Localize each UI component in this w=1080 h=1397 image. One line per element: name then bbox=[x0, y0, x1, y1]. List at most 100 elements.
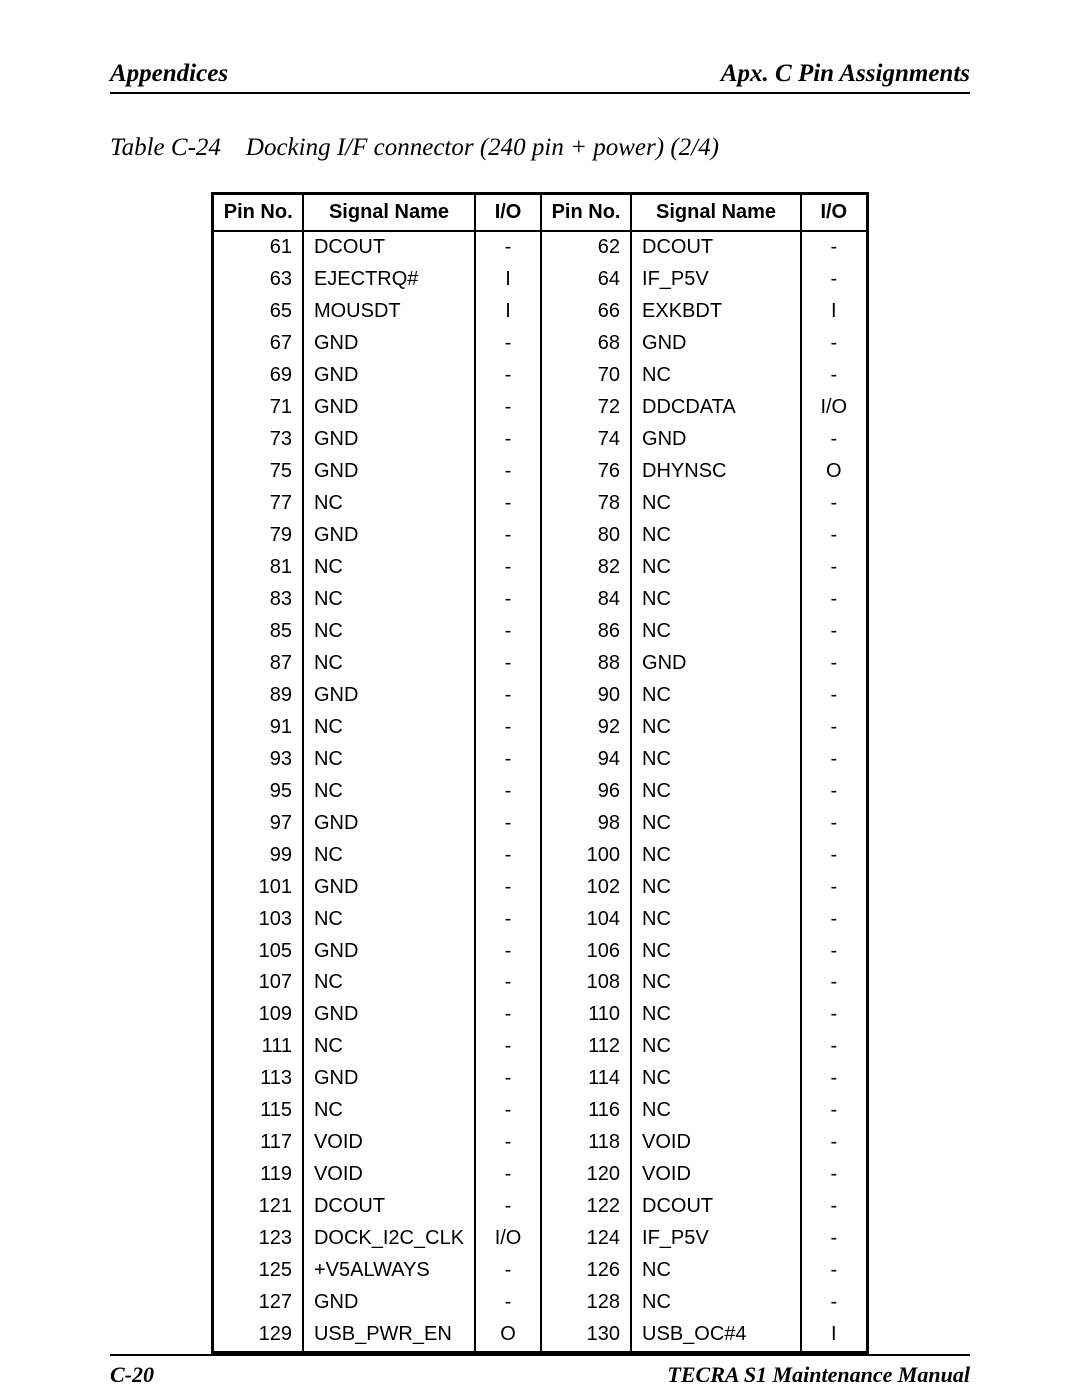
table-cell: DCOUT bbox=[303, 231, 475, 264]
table-cell: NC bbox=[303, 488, 475, 520]
table-row: 69GND-70NC- bbox=[213, 360, 867, 392]
table-cell: - bbox=[475, 712, 541, 744]
table-row: 123DOCK_I2C_CLKI/O124IF_P5V- bbox=[213, 1223, 867, 1255]
table-cell: 127 bbox=[213, 1287, 303, 1319]
table-cell: IF_P5V bbox=[631, 264, 801, 296]
table-row: 103NC-104NC- bbox=[213, 903, 867, 935]
table-cell: - bbox=[475, 871, 541, 903]
table-row: 61DCOUT-62DCOUT- bbox=[213, 231, 867, 264]
table-cell: - bbox=[475, 967, 541, 999]
table-cell: 92 bbox=[541, 712, 631, 744]
table-cell: - bbox=[801, 1127, 867, 1159]
table-row: 97GND-98NC- bbox=[213, 807, 867, 839]
table-cell: NC bbox=[631, 360, 801, 392]
table-cell: NC bbox=[303, 775, 475, 807]
table-cell: 108 bbox=[541, 967, 631, 999]
table-cell: 85 bbox=[213, 616, 303, 648]
table-cell: GND bbox=[631, 328, 801, 360]
table-cell: 71 bbox=[213, 392, 303, 424]
table-row: 101GND-102NC- bbox=[213, 871, 867, 903]
table-cell: NC bbox=[631, 488, 801, 520]
table-cell: 102 bbox=[541, 871, 631, 903]
table-cell: DCOUT bbox=[631, 231, 801, 264]
table-cell: I bbox=[475, 296, 541, 328]
table-cell: - bbox=[801, 1287, 867, 1319]
table-row: 81NC-82NC- bbox=[213, 552, 867, 584]
table-cell: - bbox=[801, 807, 867, 839]
table-cell: - bbox=[475, 1287, 541, 1319]
table-row: 121DCOUT-122DCOUT- bbox=[213, 1191, 867, 1223]
table-cell: 119 bbox=[213, 1159, 303, 1191]
table-cell: GND bbox=[303, 520, 475, 552]
table-cell: - bbox=[475, 552, 541, 584]
table-row: 95NC-96NC- bbox=[213, 775, 867, 807]
table-row: 75GND-76DHYNSCO bbox=[213, 456, 867, 488]
table-cell: GND bbox=[303, 424, 475, 456]
table-cell: 87 bbox=[213, 648, 303, 680]
table-cell: 116 bbox=[541, 1095, 631, 1127]
table-cell: - bbox=[475, 999, 541, 1031]
table-cell: GND bbox=[303, 1063, 475, 1095]
table-cell: DCOUT bbox=[303, 1191, 475, 1223]
table-cell: 82 bbox=[541, 552, 631, 584]
table-row: 73GND-74GND- bbox=[213, 424, 867, 456]
table-cell: - bbox=[475, 680, 541, 712]
table-cell: 120 bbox=[541, 1159, 631, 1191]
table-cell: NC bbox=[631, 552, 801, 584]
table-cell: 62 bbox=[541, 231, 631, 264]
table-cell: 84 bbox=[541, 584, 631, 616]
table-cell: - bbox=[475, 903, 541, 935]
table-cell: - bbox=[475, 839, 541, 871]
table-cell: - bbox=[475, 775, 541, 807]
table-cell: 76 bbox=[541, 456, 631, 488]
table-cell: 64 bbox=[541, 264, 631, 296]
table-row: 113GND-114NC- bbox=[213, 1063, 867, 1095]
table-head: Pin No. Signal Name I/O Pin No. Signal N… bbox=[213, 194, 867, 232]
table-cell: DHYNSC bbox=[631, 456, 801, 488]
table-cell: GND bbox=[303, 1287, 475, 1319]
table-cell: 111 bbox=[213, 1031, 303, 1063]
table-cell: NC bbox=[303, 712, 475, 744]
table-cell: 67 bbox=[213, 328, 303, 360]
table-cell: - bbox=[801, 360, 867, 392]
table-cell: 74 bbox=[541, 424, 631, 456]
table-row: 63EJECTRQ#I64IF_P5V- bbox=[213, 264, 867, 296]
table-row: 107NC-108NC- bbox=[213, 967, 867, 999]
table-cell: - bbox=[801, 264, 867, 296]
table-cell: 72 bbox=[541, 392, 631, 424]
table-cell: - bbox=[801, 712, 867, 744]
table-cell: VOID bbox=[303, 1159, 475, 1191]
table-cell: NC bbox=[631, 775, 801, 807]
page: Appendices Apx. C Pin Assignments Table … bbox=[0, 0, 1080, 1397]
table-cell: 95 bbox=[213, 775, 303, 807]
table-cell: 110 bbox=[541, 999, 631, 1031]
table-cell: - bbox=[475, 1063, 541, 1095]
table-cell: 114 bbox=[541, 1063, 631, 1095]
table-cell: - bbox=[475, 1031, 541, 1063]
table-cell: 128 bbox=[541, 1287, 631, 1319]
col-header-pin-2: Pin No. bbox=[541, 194, 631, 232]
table-cell: - bbox=[475, 392, 541, 424]
table-cell: 70 bbox=[541, 360, 631, 392]
table-row: 117VOID-118VOID- bbox=[213, 1127, 867, 1159]
table-cell: NC bbox=[631, 903, 801, 935]
table-cell: NC bbox=[631, 1255, 801, 1287]
table-cell: GND bbox=[303, 807, 475, 839]
table-cell: 113 bbox=[213, 1063, 303, 1095]
table-cell: 65 bbox=[213, 296, 303, 328]
table-row: 91NC-92NC- bbox=[213, 712, 867, 744]
table-cell: 81 bbox=[213, 552, 303, 584]
table-cell: NC bbox=[631, 1031, 801, 1063]
table-cell: - bbox=[801, 744, 867, 776]
table-cell: - bbox=[801, 903, 867, 935]
table-cell: 130 bbox=[541, 1319, 631, 1352]
table-cell: NC bbox=[303, 903, 475, 935]
table-cell: - bbox=[475, 1191, 541, 1223]
table-cell: - bbox=[475, 1095, 541, 1127]
table-row: 129USB_PWR_ENO130USB_OC#4I bbox=[213, 1319, 867, 1352]
table-cell: NC bbox=[631, 1095, 801, 1127]
table-cell: NC bbox=[303, 1095, 475, 1127]
table-cell: 66 bbox=[541, 296, 631, 328]
table-row: 111NC-112NC- bbox=[213, 1031, 867, 1063]
table-cell: NC bbox=[631, 680, 801, 712]
